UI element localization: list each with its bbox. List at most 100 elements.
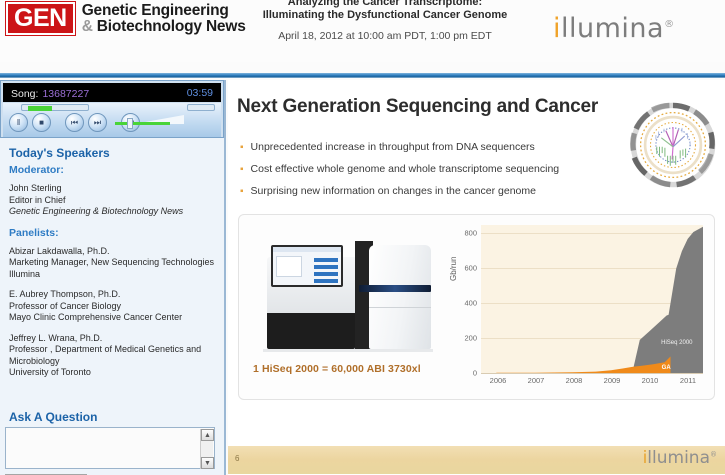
song-info: Song: 13687227	[11, 84, 89, 102]
bullet-text: Unprecedented increase in throughput fro…	[250, 141, 535, 153]
panelist-role: Marketing Manager, New Sequencing Techno…	[9, 257, 214, 267]
chart-x-tick: 2008	[565, 376, 583, 385]
panelist-role-cont: Microbiology	[9, 355, 60, 366]
next-icon: ⏭	[93, 117, 102, 127]
sequencer-flowcell-slot	[359, 285, 431, 292]
chart-x-tick: 2009	[603, 376, 621, 385]
chart-series-areas	[496, 226, 703, 373]
panelist-name: Abizar Lakdawalla, Ph.D.	[9, 245, 110, 256]
ask-question-input[interactable]: ▲ ▼	[5, 427, 215, 469]
pause-button[interactable]: ‖	[9, 113, 28, 132]
speakers-section: Today's Speakers Moderator: John Sterlin…	[0, 138, 224, 379]
illumina-footer-logo: illumina®	[643, 448, 717, 468]
panelist-name: Jeffrey L. Wrana, Ph.D.	[9, 332, 103, 343]
speakers-heading: Today's Speakers	[9, 146, 110, 160]
sequencer-base-shadow	[263, 349, 433, 352]
ask-question-scrollbar[interactable]: ▲ ▼	[200, 429, 214, 469]
chart-area-hiseq2000	[632, 226, 703, 373]
slide-footer: 6 illumina®	[228, 446, 725, 474]
moderator-name: John Sterling	[9, 183, 62, 193]
next-button[interactable]: ⏭	[88, 113, 107, 132]
gen-logo-words: Genetic Engineering & Biotechnology News	[82, 2, 246, 35]
screen-button	[314, 279, 338, 283]
chart-y-tick: 200	[464, 333, 477, 343]
page-header: GEN Genetic Engineering & Biotechnology …	[0, 0, 725, 62]
chart-gridline: 200	[464, 334, 703, 343]
media-player-controls: ‖ ■ ⏮ ⏭ ◀ı	[3, 103, 221, 137]
hiseq-sequencer-photo	[259, 227, 434, 352]
sequencer-seam	[369, 307, 431, 308]
webinar-title: Analyzing the Cancer Transcriptome: Illu…	[235, 0, 535, 22]
screen-button	[314, 265, 338, 269]
chart-area-ga	[496, 356, 671, 373]
seek-bar[interactable]	[21, 104, 89, 111]
bullet-text: Cost effective whole genome and whole tr…	[250, 163, 560, 175]
sidebar: Song:13687227 03:59 ‖ ■ ⏮ ⏭ ◀ı	[0, 80, 226, 475]
pause-icon: ‖	[16, 118, 21, 127]
previous-icon: ⏮	[70, 117, 79, 127]
stop-icon: ■	[39, 118, 44, 127]
panelist-item: E. Aubrey Thompson, Ph.D. Professor of C…	[9, 289, 215, 324]
media-player-status-bar: Song: 13687227 03:59	[3, 83, 221, 102]
slide-content: Next Generation Sequencing and Cancer ▪ …	[228, 80, 725, 446]
song-id: 13687227	[42, 87, 90, 100]
bullet-marker-icon: ▪	[240, 142, 244, 153]
header-divider	[0, 73, 725, 78]
chart-y-tick: 800	[464, 228, 477, 238]
volume-slider[interactable]	[115, 122, 170, 125]
slide-bullet: ▪ Cost effective whole genome and whole …	[240, 163, 600, 177]
chart-x-tick: 2010	[641, 376, 659, 385]
chart-gridline: 800	[464, 229, 703, 238]
screen-button	[314, 258, 338, 262]
chart-y-tick: 400	[464, 298, 477, 308]
volume-wedge-icon	[134, 115, 184, 124]
screen-button	[314, 272, 338, 276]
illumina-logo: illumina®	[553, 13, 675, 44]
slide-page-number: 6	[235, 454, 240, 463]
illumina-logo-i: i	[553, 13, 562, 44]
chart-y-tick: 600	[464, 263, 477, 273]
slide-bullet: ▪ Surprising new information on changes …	[240, 185, 600, 199]
figure-caption: 1 HiSeq 2000 = 60,000 ABI 3730xl	[253, 363, 421, 375]
seek-bar-right[interactable]	[187, 104, 215, 111]
gen-logo-mark: GEN	[6, 2, 75, 36]
illumina-logo-rest: llumina	[561, 13, 665, 44]
chart-x-tick: 2006	[489, 376, 507, 385]
gen-logo-line2: & Biotechnology News	[82, 18, 246, 35]
chart-label-hiseq2000: HiSeq 2000	[661, 339, 693, 346]
illumina-footer-registered-icon: ®	[710, 450, 717, 459]
sequencer-right-body	[369, 245, 431, 349]
panelist-role: Professor , Department of Medical Geneti…	[9, 344, 202, 354]
chart-y-axis-label: Gb/run	[449, 256, 458, 281]
playback-time: 03:59	[186, 86, 213, 99]
moderator-role: Editor in Chief	[9, 194, 66, 205]
chart-y-tick: 0	[472, 368, 477, 378]
chart-x-axis	[481, 373, 703, 374]
chart-x-tick: 2007	[527, 376, 545, 385]
seek-progress	[28, 106, 52, 111]
moderator-block: John Sterling Editor in Chief Genetic En…	[9, 183, 215, 218]
bullet-text: Surprising new information on changes in…	[250, 185, 536, 197]
panelist-item: Jeffrey L. Wrana, Ph.D. Professor , Depa…	[9, 333, 215, 379]
song-label: Song:	[11, 87, 39, 100]
chart-label-ga: GA	[661, 364, 671, 371]
previous-button[interactable]: ⏮	[65, 113, 84, 132]
scroll-up-icon[interactable]: ▲	[201, 429, 214, 441]
illumina-footer-rest: llumina	[647, 448, 710, 468]
circos-genome-icon	[630, 102, 716, 188]
screen-panel	[276, 256, 302, 277]
panelist-name: E. Aubrey Thompson, Ph.D.	[9, 289, 121, 299]
panelists-heading: Panelists:	[9, 226, 59, 239]
volume-slider-handle[interactable]	[127, 118, 133, 129]
slide-bullet: ▪ Unprecedented increase in throughput f…	[240, 141, 600, 155]
ask-question-heading: Ask A Question	[9, 410, 98, 424]
slide-bullets: ▪ Unprecedented increase in throughput f…	[240, 141, 600, 207]
chart-gridline: 600	[464, 264, 703, 273]
panelist-role: Professor of Cancer Biology	[9, 300, 122, 311]
slide-figure-card: 1 HiSeq 2000 = 60,000 ABI 3730xl Gb/run …	[238, 214, 715, 400]
scroll-down-icon[interactable]: ▼	[201, 457, 214, 469]
sequencer-center-column	[355, 241, 373, 349]
slide-viewer: Next Generation Sequencing and Cancer ▪ …	[228, 80, 725, 475]
stop-button[interactable]: ■	[32, 113, 51, 132]
